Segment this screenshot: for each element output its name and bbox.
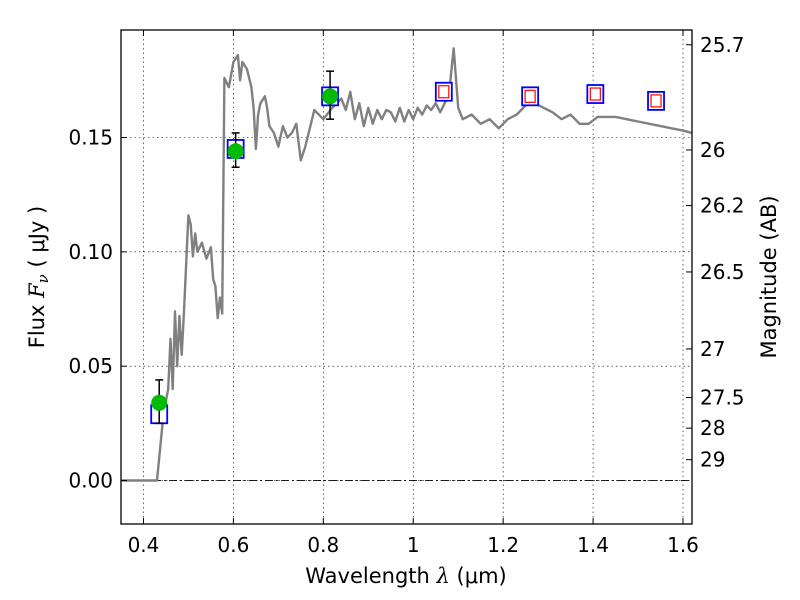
y2-tick-label: 29 (700, 448, 725, 472)
ticks: 0.4 0.6 0.8 1 1.2 1.4 1.6 0.00 0.05 0.10 0.15 25.7 2… (68, 30, 745, 557)
model-spectrum-line (121, 47, 693, 482)
y2-tick-label: 28 (700, 416, 725, 440)
y-tick-label: 0.00 (68, 469, 113, 493)
y-tick-label: 0.15 (68, 125, 113, 149)
y2-tick-label: 27.5 (700, 386, 745, 410)
x-axis-label: Wavelength λ (μm) (305, 564, 506, 588)
y2-axis-label: Magnitude (AB) (757, 195, 781, 358)
plot-frame (120, 29, 693, 525)
model-photometry-square (586, 84, 605, 104)
upper-limit-square (524, 89, 536, 103)
series (121, 47, 693, 482)
grid (121, 30, 692, 524)
observed-flux-point (151, 394, 168, 411)
x-tick-label: 1.2 (487, 533, 519, 557)
model-photometry-square (434, 81, 453, 102)
x-tick-label: 1 (407, 533, 420, 557)
y-tick-label: 0.05 (68, 354, 113, 378)
x-tick-label: 1.4 (577, 533, 609, 557)
x-tick-label: 0.4 (128, 533, 160, 557)
y2-tick-label: 27 (700, 337, 725, 361)
y2-tick-label: 26.5 (700, 260, 745, 284)
x-tick-label: 1.6 (667, 533, 699, 557)
plot-background (121, 30, 692, 524)
y2-tick-label: 26.2 (700, 194, 745, 218)
x-tick-label: 0.6 (217, 533, 249, 557)
upper-limit-square (438, 85, 450, 99)
observed-flux-point (322, 88, 339, 105)
observed-flux-point (227, 143, 244, 160)
upper-limit-square (589, 87, 601, 101)
upper-limit-square (650, 94, 662, 108)
y2-tick-label: 26 (700, 138, 725, 162)
x-tick-label: 0.8 (307, 533, 339, 557)
y-axis-label: Flux Fν ( μJy ) (25, 206, 52, 348)
model-photometry-square (521, 86, 540, 107)
y2-tick-label: 25.7 (700, 33, 745, 57)
y-tick-label: 0.10 (68, 240, 113, 264)
model-photometry-square (647, 90, 665, 111)
